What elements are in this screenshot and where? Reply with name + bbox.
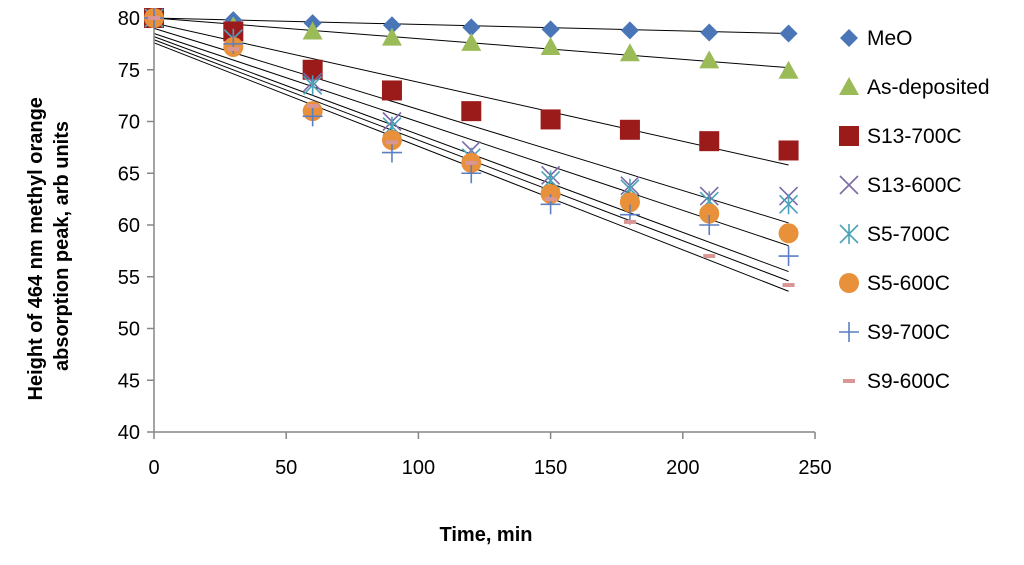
legend: MeO As-deposited S13-700C S13-600C S5-700C S5… bbox=[839, 27, 990, 393]
x-tick-label: 200 bbox=[666, 457, 699, 479]
data-point bbox=[699, 215, 720, 235]
y-tick-label: 60 bbox=[118, 215, 140, 237]
y-tick-label: 65 bbox=[118, 163, 140, 185]
y-tick-label: 70 bbox=[118, 112, 140, 134]
x-tick-label: 50 bbox=[275, 457, 297, 479]
legend-item: S13-700C bbox=[839, 125, 962, 148]
y-axis-title-line-2: absorption peak, arb units bbox=[51, 121, 73, 371]
data-point bbox=[461, 163, 482, 184]
data-point bbox=[302, 21, 323, 40]
legend-marker bbox=[840, 29, 858, 47]
data-point bbox=[306, 103, 319, 108]
data-point bbox=[381, 142, 402, 163]
x-axis-title: Time, min bbox=[440, 524, 533, 546]
y-tick-label: 80 bbox=[118, 8, 140, 30]
data-point bbox=[227, 47, 240, 52]
legend-marker bbox=[839, 175, 859, 195]
data-point bbox=[699, 131, 720, 152]
legend-marker bbox=[839, 77, 859, 95]
data-point bbox=[381, 27, 402, 46]
y-tick-label: 50 bbox=[118, 319, 140, 341]
axes: 40 45 50 55 60 65 70 75 80 0 50 100 150 200 250 bbox=[118, 8, 832, 479]
legend-item: MeO bbox=[840, 27, 913, 50]
data-point bbox=[778, 246, 799, 267]
data-point bbox=[540, 36, 561, 55]
legend-marker bbox=[839, 126, 859, 146]
x-tick-label: 150 bbox=[534, 457, 567, 479]
data-point bbox=[782, 283, 795, 288]
data-points bbox=[144, 8, 799, 288]
data-point bbox=[703, 254, 716, 259]
x-tick-label: 0 bbox=[148, 457, 159, 479]
legend-marker bbox=[839, 322, 859, 342]
data-point bbox=[381, 80, 402, 101]
legend-item: S13-600C bbox=[839, 174, 962, 197]
y-axis-title-line-1: Height of 464 nm methyl orange bbox=[25, 97, 47, 400]
y-axis-title: Height of 464 nm methyl orange absorptio… bbox=[25, 92, 73, 401]
trendline-s13-600c bbox=[153, 27, 789, 224]
trendline-s13-700c bbox=[153, 22, 789, 166]
legend-label: S5-600C bbox=[867, 272, 950, 295]
legend-label: MeO bbox=[867, 27, 913, 50]
data-point bbox=[619, 192, 640, 213]
data-point bbox=[540, 109, 561, 130]
legend-marker bbox=[839, 224, 859, 244]
legend-item: S5-600C bbox=[839, 272, 950, 295]
series-s9-600c bbox=[148, 16, 795, 288]
data-point bbox=[699, 203, 720, 224]
legend-label: S9-600C bbox=[867, 370, 950, 393]
trendline-s5-700c bbox=[153, 33, 789, 247]
data-point bbox=[462, 18, 481, 37]
data-point bbox=[778, 194, 799, 215]
data-point bbox=[541, 20, 560, 39]
data-point bbox=[303, 75, 323, 96]
data-point bbox=[699, 50, 720, 69]
data-point bbox=[700, 23, 719, 42]
y-tick-label: 55 bbox=[118, 267, 140, 289]
data-point bbox=[623, 219, 636, 224]
data-point bbox=[302, 59, 323, 80]
legend-item: S9-700C bbox=[839, 321, 950, 344]
data-point bbox=[620, 21, 639, 40]
data-point bbox=[465, 160, 478, 165]
legend-label: As-deposited bbox=[867, 76, 990, 99]
data-point bbox=[778, 140, 799, 161]
x-tick-label: 100 bbox=[402, 457, 435, 479]
legend-item: S5-700C bbox=[839, 223, 950, 246]
data-point bbox=[461, 101, 482, 122]
y-tick-label: 75 bbox=[118, 60, 140, 82]
legend-item: As-deposited bbox=[839, 76, 990, 99]
data-point bbox=[381, 130, 402, 151]
legend-label: S13-600C bbox=[867, 174, 962, 197]
data-point bbox=[778, 223, 799, 244]
data-point bbox=[544, 197, 557, 202]
legend-label: S5-700C bbox=[867, 223, 950, 246]
legend-item: S9-600C bbox=[843, 370, 950, 393]
x-tick-label: 250 bbox=[798, 457, 831, 479]
y-tick-label: 40 bbox=[118, 422, 140, 444]
data-point bbox=[302, 106, 323, 127]
legend-label: S9-700C bbox=[867, 321, 950, 344]
legend-marker bbox=[843, 379, 855, 383]
legend-marker bbox=[839, 273, 859, 293]
data-point bbox=[385, 140, 398, 145]
data-point bbox=[461, 32, 482, 51]
legend-label: S13-700C bbox=[867, 125, 962, 148]
data-point bbox=[779, 24, 798, 43]
data-point bbox=[619, 43, 640, 62]
data-point bbox=[619, 119, 640, 140]
data-point bbox=[148, 16, 160, 20]
y-tick-label: 45 bbox=[118, 370, 140, 392]
data-point bbox=[382, 16, 401, 35]
data-point bbox=[778, 60, 799, 79]
